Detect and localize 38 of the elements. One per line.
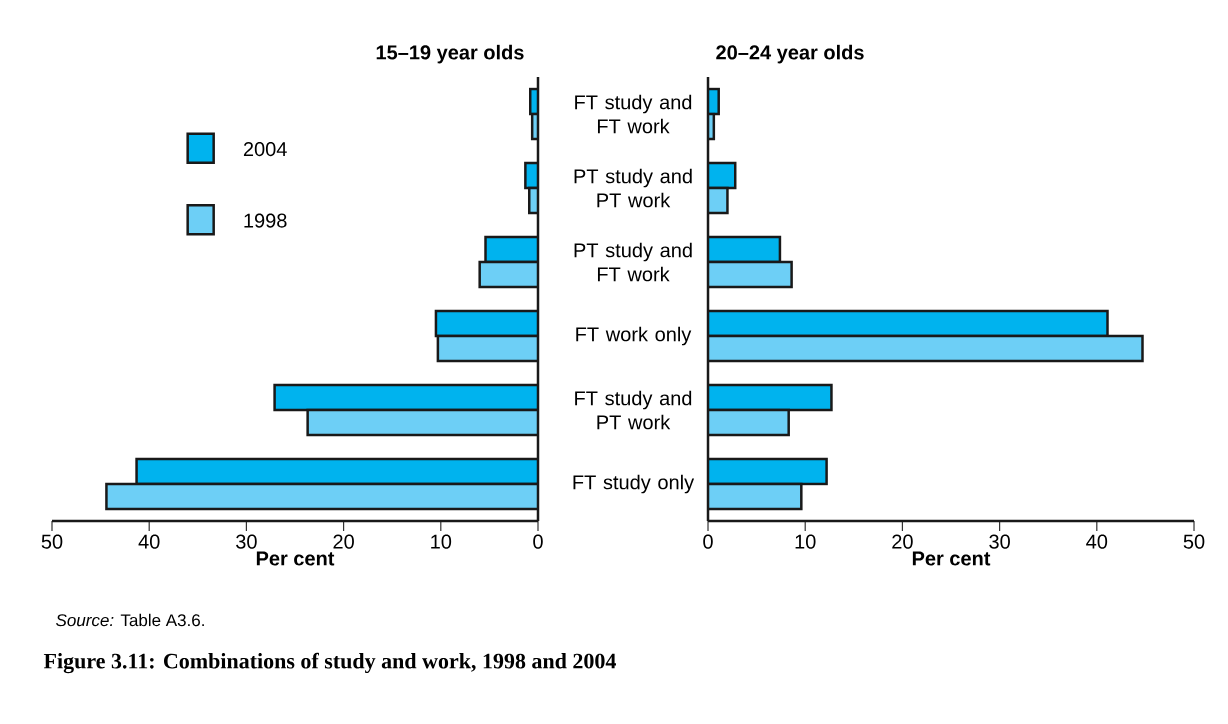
- x-axis-title: Per cent: [256, 551, 335, 566]
- bar: [105, 482, 538, 511]
- x-tick-label: 50: [1183, 534, 1205, 549]
- text: Source: Table A3.6.: [56, 613, 204, 627]
- x-tick-label: 20: [333, 534, 354, 549]
- x-tick-label: 40: [1086, 534, 1108, 549]
- chart-title: 15–19 year olds: [376, 44, 524, 64]
- bar: [434, 309, 538, 338]
- bar: [273, 383, 538, 412]
- y-tick-label: PT study and PT work: [574, 168, 692, 208]
- bar: [708, 482, 803, 511]
- y-tick-label: PT study and FT work: [574, 242, 692, 282]
- bar: [708, 309, 1109, 338]
- x-tick-label: 10: [431, 534, 452, 549]
- x-tick-label: 0: [533, 534, 543, 549]
- y-tick-label: FT work only: [576, 326, 692, 346]
- x-tick-label: 50: [41, 534, 63, 549]
- y-tick-label: FT study and FT work: [575, 94, 692, 134]
- caption: Figure 3.11: Combinations of study and work, 1998 and 2004: [43, 652, 616, 674]
- x-tick-label: 20: [892, 534, 913, 549]
- x-tick-label: 0: [703, 534, 713, 549]
- bar: [436, 334, 538, 363]
- x-tick-label: 10: [795, 534, 816, 549]
- x-tick-label: 30: [989, 534, 1010, 549]
- x-tick-label: 40: [138, 534, 160, 549]
- bar: [708, 457, 828, 486]
- bar: [708, 235, 782, 264]
- legend-label: 2004: [243, 142, 287, 157]
- bar: [306, 408, 538, 437]
- legend-label: 1998: [244, 213, 287, 228]
- y-tick-label: FT study only: [573, 474, 695, 494]
- chart-title: 20–24 year olds: [716, 44, 864, 64]
- x-tick-label: 30: [236, 534, 257, 549]
- y-tick-label: FT study and PT work: [575, 390, 692, 430]
- bar: [708, 334, 1144, 363]
- x-axis-title: Per cent: [912, 551, 991, 566]
- bar: [708, 383, 833, 412]
- bar: [135, 457, 538, 486]
